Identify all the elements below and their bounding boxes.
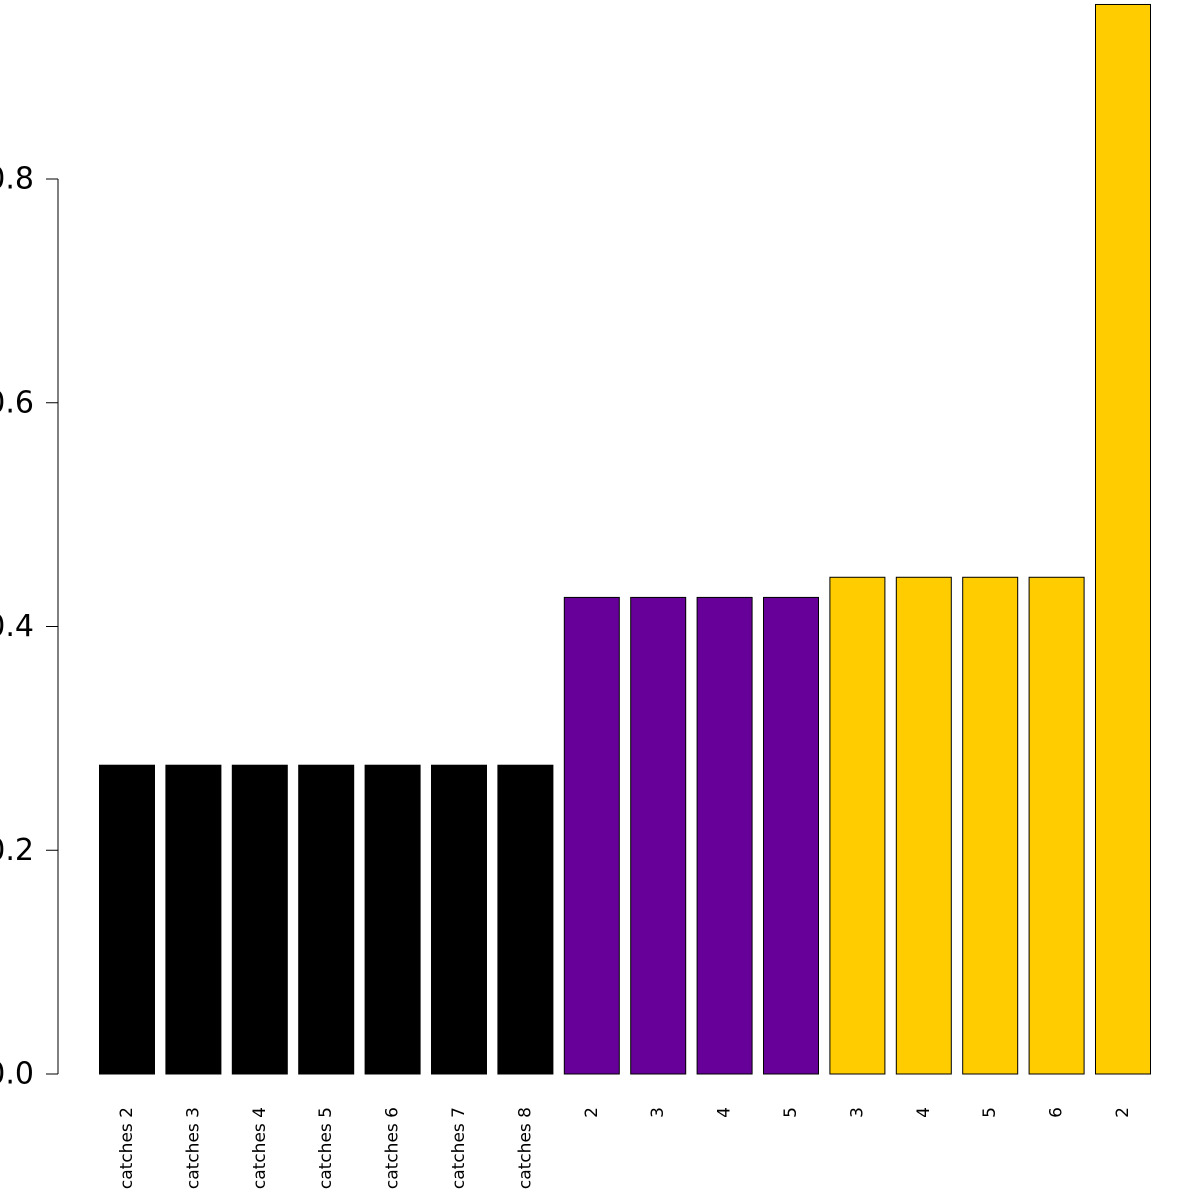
x-tick-label: 2: [582, 1107, 602, 1118]
x-tick-label: 2: [1113, 1107, 1133, 1118]
bar: [497, 764, 554, 1075]
bar: [364, 764, 421, 1075]
y-tick-label: 0.2: [0, 833, 34, 868]
x-tick-label: catches 8: [515, 1107, 535, 1189]
x-tick-label: catches 3: [183, 1107, 203, 1189]
x-tick-label: catches 7: [449, 1107, 469, 1189]
bar: [630, 596, 687, 1075]
x-tick-labels: catches 2 catches 3 catches 4 catches 5 catc…: [117, 1107, 1133, 1189]
bar: [829, 576, 886, 1075]
x-tick-label: 3: [648, 1107, 668, 1118]
y-tick-label: 0.0: [0, 1057, 34, 1092]
y-tick-label: 0.6: [0, 385, 34, 420]
y-tick-label: 0.8: [0, 162, 34, 197]
x-tick-label: 5: [980, 1107, 1000, 1118]
x-tick-label: catches 6: [383, 1107, 403, 1189]
y-tick-label: 0.4: [0, 609, 34, 644]
bar: [298, 764, 355, 1075]
x-tick-label: 3: [847, 1107, 867, 1118]
bar: [696, 596, 753, 1075]
bar: [763, 596, 819, 1075]
bar: [165, 764, 222, 1075]
bar: [1095, 3, 1151, 1075]
bar: [895, 576, 952, 1075]
x-tick-label: catches 2: [117, 1107, 137, 1189]
bar: [1028, 576, 1085, 1075]
y-axis: 0.0 0.2 0.4 0.6 0.8: [0, 162, 59, 1092]
bar: [231, 764, 288, 1075]
bars: [99, 3, 1151, 1075]
bar: [431, 764, 487, 1075]
bar: [99, 764, 155, 1075]
x-tick-label: 6: [1047, 1107, 1067, 1118]
bar: [962, 576, 1019, 1075]
x-tick-label: 4: [914, 1107, 934, 1118]
x-tick-label: catches 4: [250, 1107, 270, 1189]
bar: [563, 596, 620, 1075]
x-tick-label: 4: [715, 1107, 735, 1118]
x-tick-label: catches 5: [316, 1107, 336, 1189]
x-tick-label: 5: [781, 1107, 801, 1118]
